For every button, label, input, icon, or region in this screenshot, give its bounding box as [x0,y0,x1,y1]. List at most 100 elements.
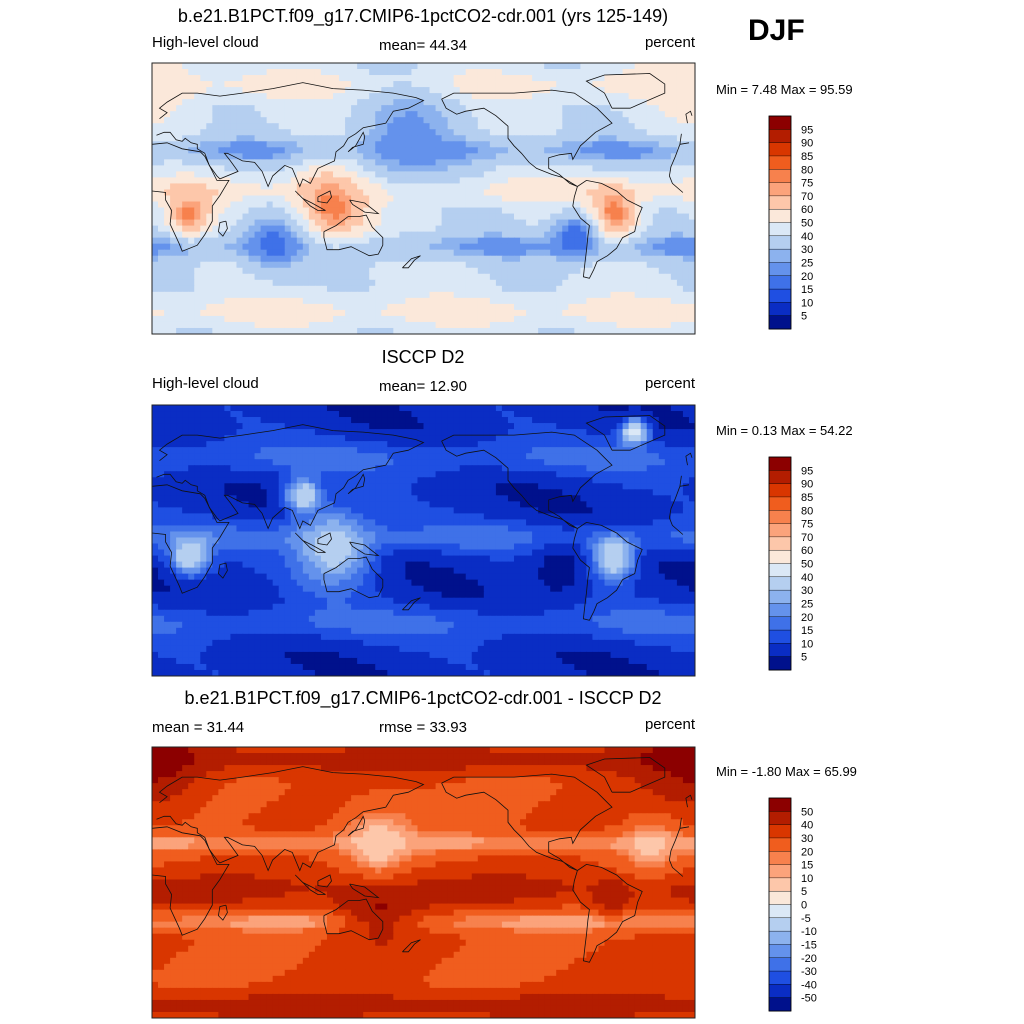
field-cell [483,99,491,106]
field-cell [459,219,467,227]
field-cell [616,327,624,334]
field-cell [363,123,370,130]
field-cell [616,165,624,172]
field-cell [242,315,250,323]
field-cell [514,99,521,106]
field-cell [314,159,322,166]
field-cell [664,429,672,436]
field-cell [278,177,286,185]
field-cell [158,123,165,130]
field-cell [483,141,491,148]
field-cell [164,183,171,191]
field-cell [526,435,533,442]
field-cell [495,279,503,287]
field-cell [688,285,695,293]
field-cell [164,63,171,70]
field-cell [628,207,636,215]
field-cell [200,87,207,94]
field-cell [236,207,244,215]
field-cell [501,321,509,329]
field-cell [465,225,473,233]
field-cell [532,129,539,136]
field-cell [393,171,400,179]
field-cell [308,405,316,412]
field-cell [441,405,449,412]
field-cell [248,153,256,160]
field-cell [477,195,485,203]
field-cell [242,297,250,305]
field-cell [188,249,195,257]
field-cell [514,135,521,142]
field-cell [465,183,473,191]
field-cell [495,135,503,142]
field-cell [188,447,195,454]
field-cell [381,285,388,293]
field-cell [314,309,322,317]
colorbar-box [768,142,792,157]
field-cell [218,453,225,460]
field-cell [520,75,527,82]
field-cell [580,429,587,436]
field-cell [616,153,624,160]
field-cell [405,441,413,448]
field-cell [640,243,648,251]
field-cell [278,213,286,221]
field-cell [489,99,497,106]
field-cell [550,453,557,460]
field-cell [604,171,612,179]
field-cell [544,141,551,148]
field-cell [357,135,364,142]
field-cell [176,435,183,442]
field-cell [272,111,280,118]
field-cell [369,261,376,269]
field-cell [206,279,213,287]
field-cell [592,315,600,323]
field-cell [236,273,244,281]
field-cell [622,321,630,329]
field-cell [670,417,678,424]
field-cell [254,69,262,76]
field-cell [507,201,515,209]
field-cell [417,435,425,442]
field-cell [363,453,370,460]
field-cell [610,291,618,299]
field-cell [477,453,485,460]
field-cell [236,429,244,436]
field-cell [616,423,624,430]
field-cell [206,129,213,136]
field-cell [628,417,636,424]
field-cell [260,141,268,148]
field-cell [574,87,581,94]
field-cell [194,417,201,424]
field-cell [266,81,274,88]
field-cell [357,195,364,203]
field-cell [164,213,171,221]
field-cell [206,435,213,442]
field-cell [375,69,382,76]
field-cell [532,201,539,209]
field-cell [320,75,328,82]
field-cell [520,153,527,160]
field-cell [302,279,310,287]
field-cell [652,447,660,454]
field-cell [598,159,606,166]
field-cell [230,171,238,179]
field-cell [477,423,485,430]
field-cell [302,105,310,112]
field-cell [272,189,280,197]
field-cell [417,213,425,221]
field-cell [272,279,280,287]
field-cell [236,423,244,430]
field-cell [634,429,642,436]
field-cell [381,327,388,334]
field-cell [254,93,262,100]
field-cell [320,153,328,160]
field-cell [284,237,292,245]
field-cell [308,129,316,136]
field-cell [417,63,425,70]
field-cell [574,69,581,76]
field-cell [345,183,352,191]
field-cell [628,201,636,209]
field-cell [369,63,376,70]
field-cell [622,69,630,76]
